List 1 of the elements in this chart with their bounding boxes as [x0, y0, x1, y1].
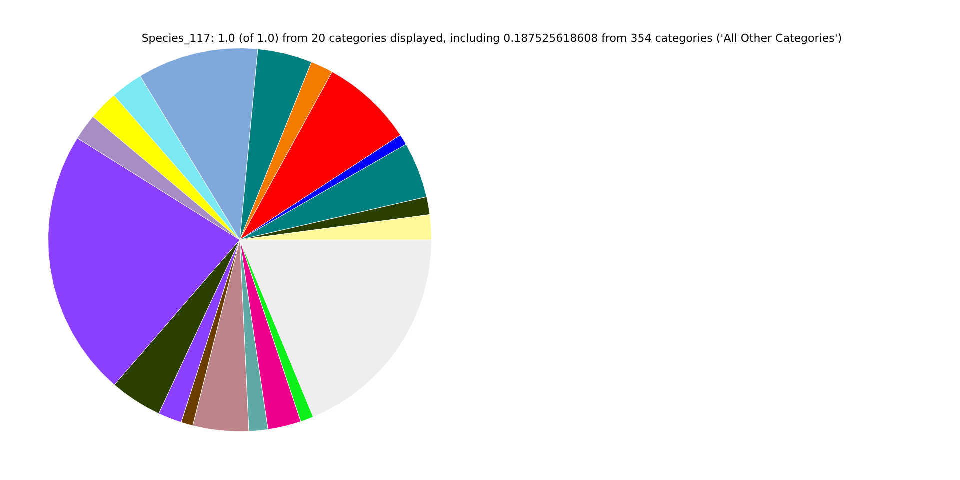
- text: Species_117: 1.0 (of 1.0) from 20 categories displayed, including 0.187525618608 from 354 categories ('All Other Categories'): [140, 32, 844, 45]
